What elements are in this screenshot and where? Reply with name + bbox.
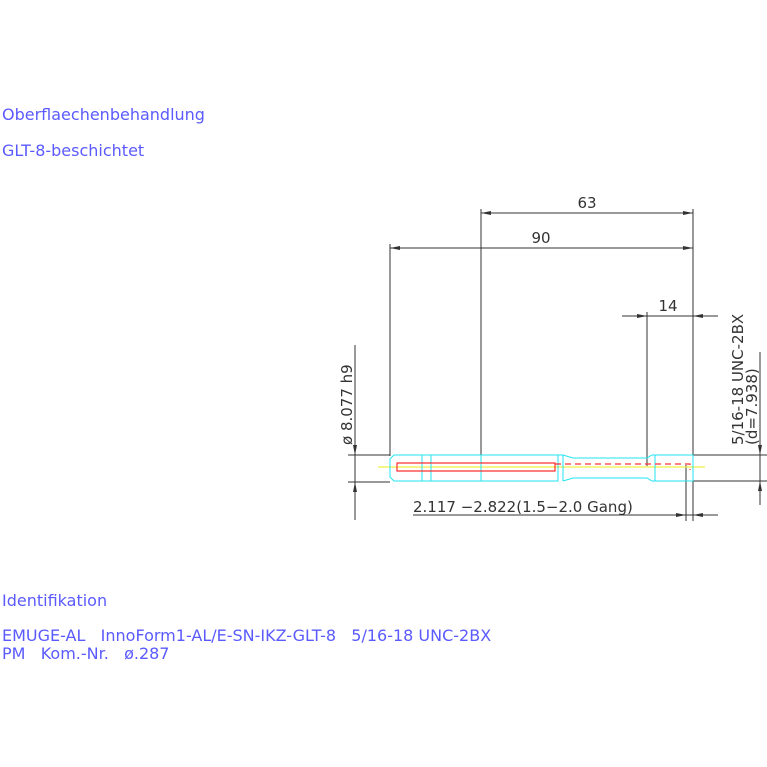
surface-label: Oberflaechenbehandlung: [2, 105, 205, 124]
chamfer-label: 2.117 −2.822(1.5−2.0 Gang): [413, 498, 633, 516]
ident-line1: EMUGE-AL InnoForm1-AL/E-SN-IKZ-GLT-8 5/1…: [2, 626, 491, 645]
tool-outline: [378, 454, 705, 482]
shank-diameter-label: ø 8.077 h9: [338, 364, 356, 445]
thread-diameter-label: (d=7.938): [743, 368, 761, 445]
ident-label: Identifikation: [2, 591, 107, 610]
surface-value: GLT-8-beschichtet: [2, 141, 144, 160]
dimension-lines: [348, 209, 767, 521]
ident-line2: PM Kom.-Nr. ø.287: [2, 644, 169, 663]
dim-14-label: 14: [658, 297, 677, 315]
dim-63-label: 63: [577, 194, 596, 212]
thread-label: 5/16-18 UNC-2BX: [729, 314, 747, 445]
dim-90-label: 90: [531, 229, 550, 247]
